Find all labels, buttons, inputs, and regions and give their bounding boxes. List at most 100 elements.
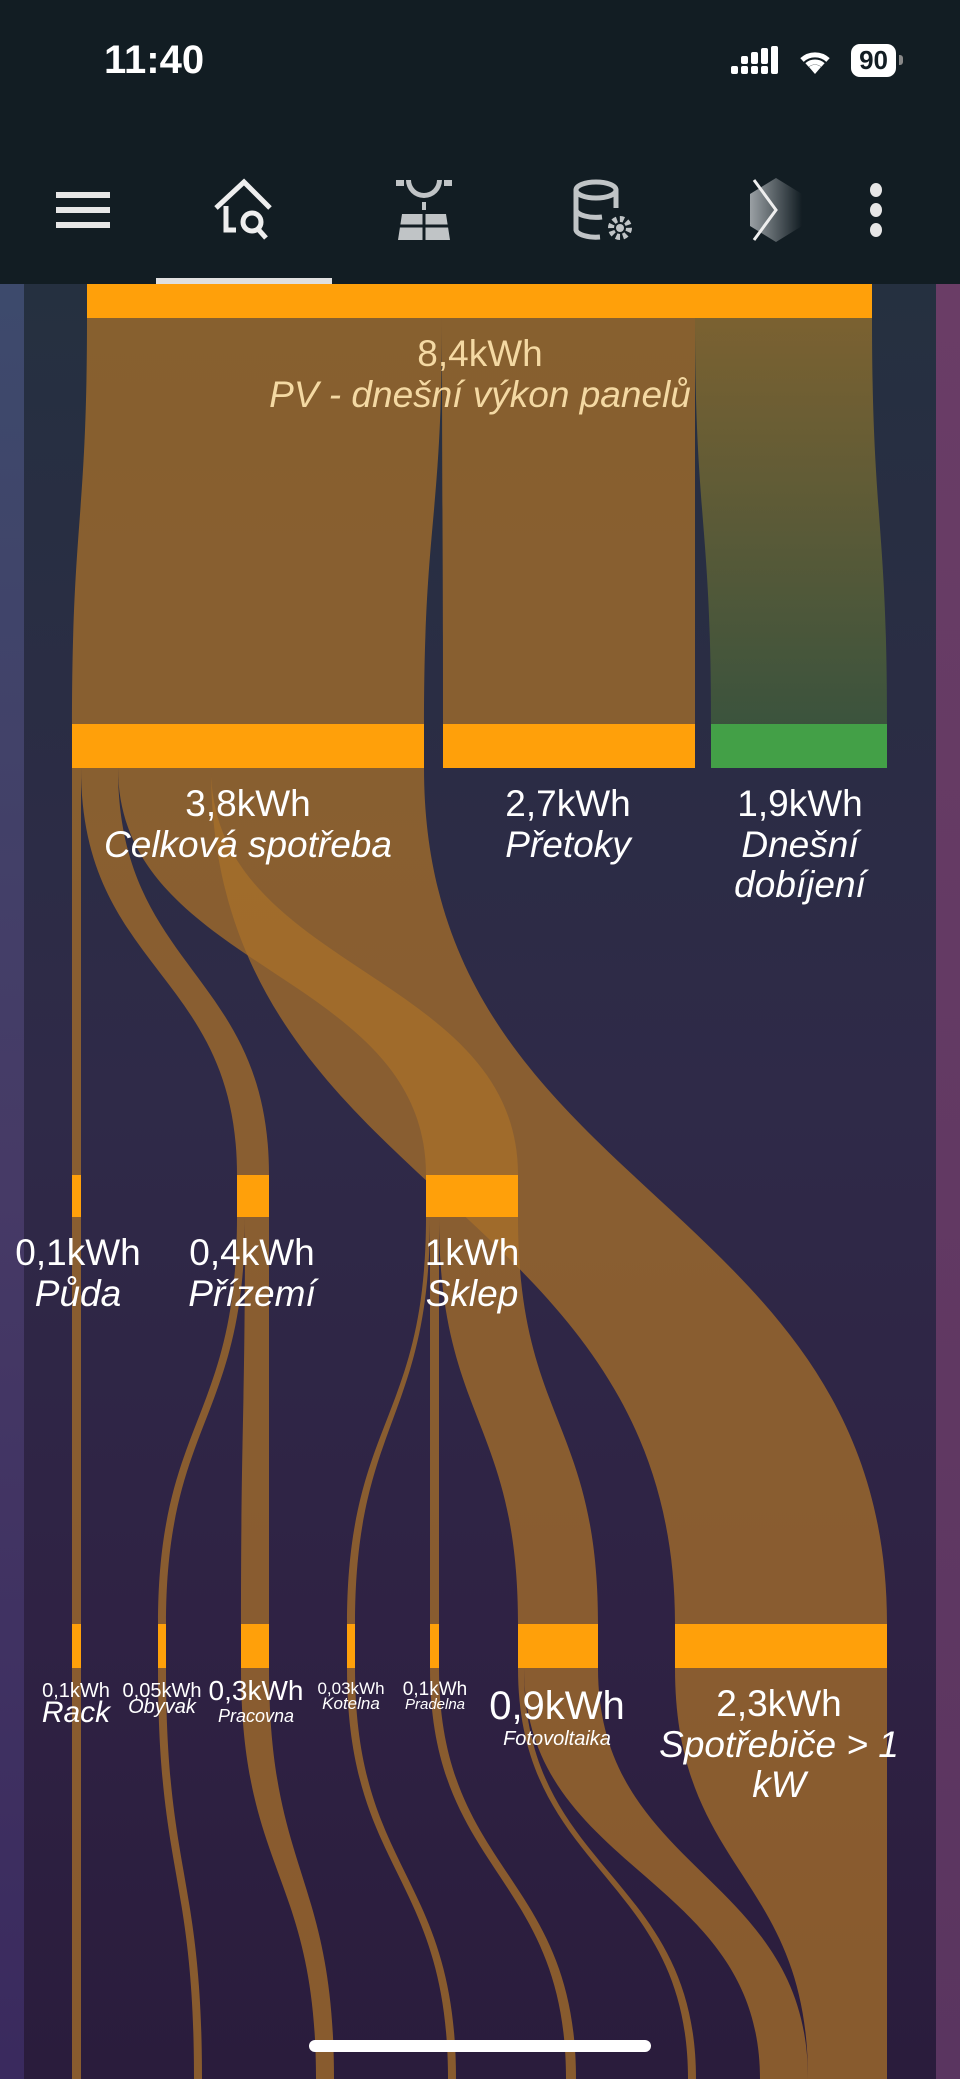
node-name: PV - dnešní výkon panelů bbox=[269, 373, 691, 415]
flow-prizemi-obyvak bbox=[158, 1217, 245, 1624]
node-label-prizemi: 0,4kWh Přízemí bbox=[188, 1232, 316, 1314]
flow-kotelna-down bbox=[347, 1668, 456, 2079]
node-name: Rack bbox=[41, 1696, 111, 1729]
flow-pv-pretoky bbox=[442, 318, 695, 724]
tab-addon[interactable] bbox=[736, 170, 816, 250]
flow-spotrebice-down bbox=[675, 1668, 887, 2079]
node-label-kotelna: 0,03kWh Kotelna bbox=[317, 1679, 385, 1713]
home-search-icon bbox=[214, 178, 272, 240]
node-value: 1kWh bbox=[424, 1232, 520, 1273]
flow-sklep-kotelna bbox=[347, 1217, 430, 1624]
node-pv bbox=[87, 284, 872, 318]
flow-pradelna-down bbox=[430, 1668, 576, 2079]
node-puda bbox=[72, 1175, 81, 1217]
node-value: 8,4kWh bbox=[417, 333, 543, 374]
node-value: 2,7kWh bbox=[505, 783, 631, 824]
status-icons: 90 bbox=[731, 44, 903, 77]
tab-home-overview[interactable] bbox=[204, 170, 284, 250]
node-value: 3,8kWh bbox=[185, 783, 311, 824]
flow-rack-down bbox=[72, 1668, 81, 2079]
flow-celkova-puda bbox=[72, 768, 81, 1175]
node-label-sklep: 1kWh Sklep bbox=[424, 1232, 520, 1314]
battery-indicator: 90 bbox=[851, 44, 903, 77]
node-value: 0,1kWh bbox=[42, 1680, 110, 1702]
node-name: Celková spotřeba bbox=[104, 823, 392, 865]
node-pradelna bbox=[430, 1624, 439, 1668]
node-rack bbox=[72, 1624, 81, 1668]
node-pracovna bbox=[241, 1624, 269, 1668]
flow-pracovna-down bbox=[241, 1668, 334, 2079]
menu-button[interactable] bbox=[44, 170, 124, 250]
node-obyvak bbox=[158, 1624, 166, 1668]
node-label-obyvak: 0,05kWh Obyvak bbox=[123, 1680, 202, 1718]
more-vertical-icon bbox=[870, 183, 882, 237]
background-right bbox=[936, 284, 960, 2079]
toolbar bbox=[0, 140, 960, 284]
app-header: 11:40 90 bbox=[0, 0, 960, 284]
node-celkova bbox=[72, 724, 424, 768]
tab-database-settings[interactable] bbox=[564, 170, 644, 250]
more-options-button[interactable] bbox=[836, 170, 916, 250]
node-label-pv: 8,4kWh PV - dnešní výkon panelů bbox=[269, 333, 691, 415]
signal-icon bbox=[731, 45, 779, 74]
node-value: 0,03kWh bbox=[317, 1679, 385, 1698]
flow-pv-celkova bbox=[72, 318, 442, 724]
node-name: Fotovoltaika bbox=[503, 1728, 611, 1750]
node-name-line2: kW bbox=[752, 1764, 806, 1806]
node-name: Přetoky bbox=[505, 823, 631, 865]
node-name: Půda bbox=[34, 1272, 122, 1314]
node-value: 0,05kWh bbox=[122, 1680, 202, 1702]
node-spotrebice bbox=[675, 1624, 887, 1668]
node-dobijeni bbox=[711, 724, 887, 768]
flow-prizemi-pracovna bbox=[241, 1217, 269, 1624]
node-value: 0,1kWh bbox=[402, 1679, 468, 1700]
node-label-pretoky: 2,7kWh Přetoky bbox=[505, 783, 631, 865]
node-name: Sklep bbox=[425, 1272, 519, 1314]
node-label-dobijeni: 1,9kWh Dnešní dobíjení bbox=[734, 783, 866, 906]
node-name: Obyvak bbox=[128, 1696, 196, 1718]
flow-fotovoltaika-thin bbox=[518, 1668, 696, 2079]
flow-sklep-fotovoltaika bbox=[439, 1217, 598, 1624]
node-value: 0,9kWh bbox=[489, 1684, 625, 1728]
flow-obyvak-down bbox=[158, 1668, 202, 2079]
node-fotovoltaika bbox=[518, 1624, 598, 1668]
node-value: 0,4kWh bbox=[189, 1232, 315, 1273]
node-value: 1,9kWh bbox=[737, 783, 863, 824]
node-pretoky bbox=[443, 724, 695, 768]
node-label-pradelna: 0,1kWh Pradelna bbox=[402, 1679, 468, 1713]
node-label-pracovna: 0,3kWh Pracovna bbox=[208, 1675, 304, 1727]
node-label-fotovoltaika: 0,9kWh Fotovoltaika bbox=[489, 1684, 625, 1750]
node-label-spotrebice: 2,3kWh Spotřebiče > 1 kW bbox=[659, 1683, 899, 1806]
active-tab-indicator bbox=[156, 278, 332, 284]
flow-celkova-spotrebice bbox=[211, 768, 887, 1624]
flow-fotovoltaika-down bbox=[524, 1668, 808, 2079]
wifi-icon bbox=[800, 51, 830, 74]
solar-panel-icon bbox=[396, 180, 452, 240]
menu-icon bbox=[56, 192, 110, 228]
node-name: Pracovna bbox=[217, 1705, 295, 1726]
flow-celkova-prizemi bbox=[81, 768, 269, 1175]
node-name: Dnešní bbox=[741, 823, 859, 865]
node-sklep bbox=[426, 1175, 518, 1217]
node-name: Pradelna bbox=[404, 1695, 466, 1713]
addon-icon bbox=[750, 178, 802, 242]
flow-sklep-pradelna bbox=[430, 1217, 439, 1624]
node-name: Spotřebiče > 1 bbox=[659, 1723, 899, 1765]
node-name: Přízemí bbox=[188, 1272, 316, 1314]
node-value: 2,3kWh bbox=[716, 1683, 842, 1724]
node-name-line2: dobíjení bbox=[734, 864, 866, 906]
flow-puda-rack bbox=[72, 1217, 81, 1624]
tab-solar[interactable] bbox=[384, 170, 464, 250]
node-prizemi bbox=[237, 1175, 269, 1217]
home-indicator[interactable] bbox=[309, 2040, 651, 2052]
node-label-celkova: 3,8kWh Celková spotřeba bbox=[104, 783, 392, 865]
node-kotelna bbox=[347, 1624, 355, 1668]
node-name: Kotelna bbox=[322, 1693, 380, 1713]
node-label-puda: 0,1kWh Půda bbox=[15, 1233, 140, 1314]
database-settings-icon bbox=[573, 179, 632, 240]
node-label-rack: 0,1kWh Rack bbox=[42, 1680, 110, 1729]
status-time: 11:40 bbox=[104, 38, 205, 82]
node-value: 0,3kWh bbox=[208, 1675, 304, 1706]
node-value: 0,1kWh bbox=[15, 1232, 141, 1273]
